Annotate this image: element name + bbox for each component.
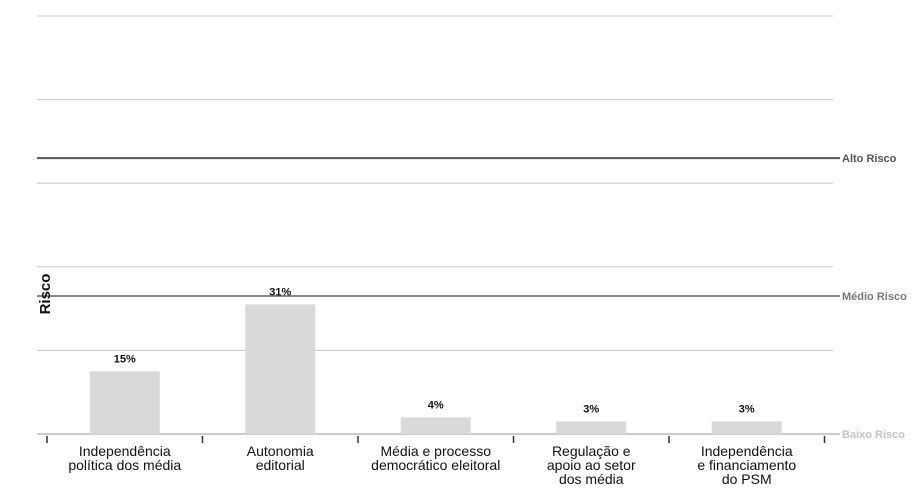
bar	[245, 304, 316, 434]
bar	[89, 371, 160, 434]
data-labels: 15% 31% 4% 3% 3%	[114, 286, 755, 415]
category-label: Autonomia editorial	[247, 443, 314, 473]
threshold-label: Alto Risco	[842, 153, 897, 165]
gridlines	[37, 15, 833, 351]
bar	[400, 417, 471, 434]
bars	[89, 304, 782, 434]
data-label: 3%	[583, 403, 599, 415]
risk-threshold-lines: Alto Risco Médio Risco Baixo Risco	[37, 153, 907, 441]
data-label: 31%	[269, 286, 291, 298]
category-label: Regulação e apoio ao setor dos média	[547, 443, 636, 487]
category-label: Independência e financiamento do PSM	[697, 443, 796, 487]
x-axis: Independência política dos média Autonomia…	[46, 436, 826, 487]
category-label: Média e processo democrático eleitoral	[371, 443, 500, 473]
y-axis-label: Risco	[37, 274, 54, 315]
category-label: Independência política dos média	[68, 443, 181, 473]
bar	[711, 421, 782, 434]
bar	[556, 421, 627, 434]
data-label: 15%	[114, 353, 136, 365]
data-label: 4%	[428, 399, 444, 411]
threshold-label: Baixo Risco	[842, 429, 905, 441]
threshold-label: Médio Risco	[842, 291, 907, 303]
data-label: 3%	[739, 403, 755, 415]
